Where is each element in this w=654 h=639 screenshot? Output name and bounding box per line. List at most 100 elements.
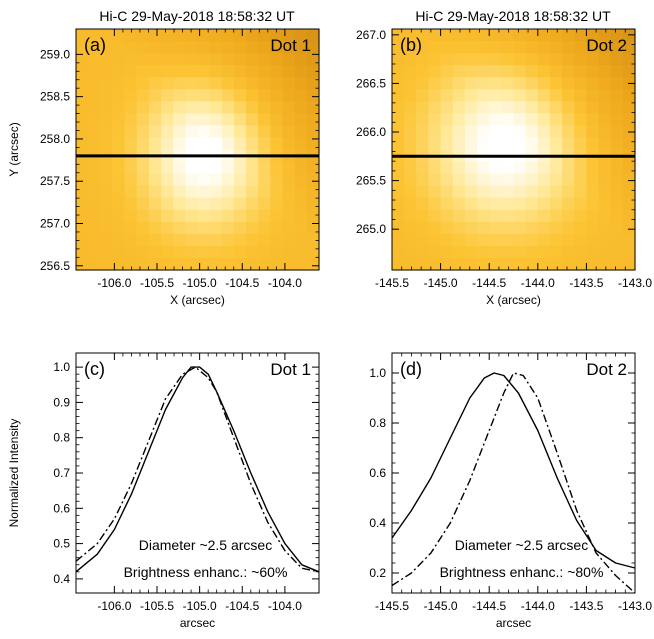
heat-pixel bbox=[112, 89, 126, 102]
panel-b-xtick-label: -145.5 bbox=[375, 276, 409, 290]
heat-pixel bbox=[270, 53, 284, 66]
heat-pixel bbox=[233, 197, 247, 211]
heat-pixel bbox=[428, 113, 442, 126]
heat-pixel bbox=[221, 113, 235, 126]
heat-pixel bbox=[124, 221, 138, 235]
heat-pixel bbox=[501, 65, 515, 78]
heat-pixel bbox=[562, 233, 575, 247]
heat-pixel bbox=[622, 185, 636, 199]
heat-pixel bbox=[416, 101, 430, 114]
heat-pixel bbox=[610, 209, 624, 223]
heat-pixel bbox=[501, 101, 515, 114]
heat-pixel bbox=[136, 113, 150, 126]
heat-pixel bbox=[598, 77, 612, 90]
heat-pixel bbox=[233, 125, 247, 139]
heat-pixel bbox=[513, 233, 527, 247]
heat-pixel bbox=[501, 137, 515, 151]
heat-pixel bbox=[306, 41, 320, 54]
heat-pixel bbox=[477, 257, 490, 271]
heat-pixel bbox=[282, 185, 296, 199]
heat-pixel bbox=[622, 101, 636, 114]
heat-pixel bbox=[221, 89, 235, 102]
heat-pixel bbox=[464, 233, 478, 247]
heat-pixel bbox=[306, 233, 320, 247]
heat-pixel bbox=[610, 113, 624, 126]
heat-pixel bbox=[464, 173, 478, 187]
heat-pixel bbox=[416, 221, 430, 235]
heat-pixel bbox=[404, 29, 417, 42]
heat-pixel bbox=[282, 29, 296, 42]
panel-c-letter: (c) bbox=[84, 359, 105, 379]
heat-pixel bbox=[586, 113, 600, 126]
heat-pixel bbox=[173, 161, 186, 175]
panel-c-xlabel: arcsec bbox=[180, 616, 215, 630]
heat-pixel bbox=[136, 197, 150, 211]
heat-pixel bbox=[270, 137, 284, 151]
panel-b-xtick-label: -145.0 bbox=[424, 276, 458, 290]
heat-pixel bbox=[124, 77, 138, 90]
heat-pixel bbox=[477, 53, 490, 66]
panel-c-frame bbox=[75, 352, 320, 594]
heat-pixel bbox=[148, 233, 162, 247]
heat-pixel bbox=[100, 221, 114, 235]
heat-pixel bbox=[440, 173, 454, 187]
heat-pixel bbox=[161, 257, 174, 271]
heat-pixel bbox=[440, 65, 454, 78]
heat-pixel bbox=[100, 125, 114, 139]
heat-pixel bbox=[477, 41, 490, 54]
heat-pixel bbox=[610, 65, 624, 78]
heat-pixel bbox=[574, 209, 587, 223]
panel-d-xtick-label: -145.5 bbox=[375, 599, 409, 613]
heat-pixel bbox=[513, 125, 527, 139]
heat-pixel bbox=[452, 65, 466, 78]
heat-pixel bbox=[489, 125, 502, 139]
heat-pixel bbox=[173, 209, 186, 223]
heat-pixel bbox=[501, 53, 515, 66]
heat-pixel bbox=[88, 257, 101, 271]
heat-pixel bbox=[464, 89, 478, 102]
heat-pixel bbox=[622, 257, 636, 271]
heat-pixel bbox=[598, 185, 612, 199]
heat-pixel bbox=[501, 89, 515, 102]
panel-b-letter: (b) bbox=[400, 35, 422, 55]
heat-pixel bbox=[513, 137, 527, 151]
heat-pixel bbox=[549, 53, 563, 66]
heat-pixel bbox=[294, 209, 308, 223]
heat-pixel bbox=[598, 89, 612, 102]
heat-pixel bbox=[404, 257, 417, 271]
heat-pixel bbox=[209, 197, 223, 211]
heat-pixel bbox=[477, 233, 490, 247]
heat-pixel bbox=[233, 29, 247, 42]
heat-pixel bbox=[489, 233, 502, 247]
heat-pixel bbox=[489, 245, 502, 259]
heat-pixel bbox=[88, 185, 101, 199]
heat-pixel bbox=[221, 257, 235, 271]
panel-b-ytick-label: 266.0 bbox=[356, 125, 386, 139]
heat-pixel bbox=[416, 125, 430, 139]
heat-pixel bbox=[258, 173, 271, 187]
heat-pixel bbox=[161, 161, 174, 175]
heat-pixel bbox=[306, 185, 320, 199]
heat-pixel bbox=[392, 65, 405, 78]
heat-pixel bbox=[233, 113, 247, 126]
heat-pixel bbox=[76, 113, 89, 126]
heat-pixel bbox=[258, 245, 271, 259]
heat-pixel bbox=[306, 29, 320, 42]
heat-pixel bbox=[549, 221, 563, 235]
panel-a-xtick-label: -106.0 bbox=[97, 276, 131, 290]
heat-pixel bbox=[452, 161, 466, 175]
heat-pixel bbox=[440, 53, 454, 66]
heat-pixel bbox=[136, 125, 150, 139]
heat-pixel bbox=[598, 245, 612, 259]
series-solid-line bbox=[75, 366, 320, 573]
heat-pixel bbox=[270, 233, 284, 247]
heat-pixel bbox=[148, 101, 162, 114]
panel-c-axes: -106.0 -105.5 -105.0 -104.5 -104.0 0.4 0.5 0.6 0… bbox=[53, 353, 319, 613]
heat-pixel bbox=[452, 137, 466, 151]
heat-pixel bbox=[622, 197, 636, 211]
heat-pixel bbox=[440, 257, 454, 271]
heat-pixel bbox=[440, 137, 454, 151]
heat-pixel bbox=[112, 233, 126, 247]
heat-pixel bbox=[258, 113, 271, 126]
heat-pixel bbox=[221, 65, 235, 78]
